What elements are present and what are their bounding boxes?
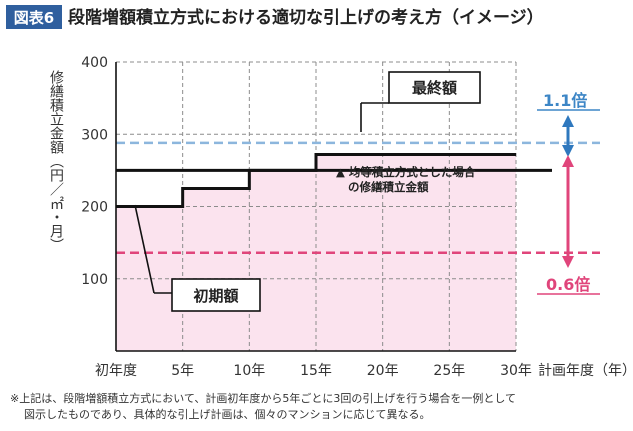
x-tick-label: 10年 bbox=[233, 363, 265, 379]
final-amount-box bbox=[388, 71, 481, 104]
equal-method-annotation-line1: ▲ 均等積立方式とした場合 bbox=[336, 165, 476, 179]
series-layer bbox=[116, 152, 552, 208]
y-tick-label: 400 bbox=[81, 55, 108, 71]
x-tick-label: 30年 bbox=[500, 363, 532, 379]
initial-amount-leader bbox=[134, 204, 155, 294]
x-tick-label: 初年度 bbox=[95, 362, 137, 379]
initial-amount-box bbox=[171, 278, 261, 312]
footnote-line1: ※上記は、段階増額積立方式において、計画初年度から5年ごとに3回の引上げを行う場… bbox=[10, 391, 516, 405]
tick-labels: 100 200 300 400 初年度 5年 10年 15年 20年 25年 30年 bbox=[81, 55, 532, 379]
y-tick-label: 200 bbox=[81, 200, 108, 216]
equal-method-annotation-line2: の修繕積立金額 bbox=[348, 180, 429, 194]
x-tick-label: 15年 bbox=[300, 363, 332, 379]
chart-title: 段階増額積立方式における適切な引上げの考え方（イメージ） bbox=[68, 7, 544, 28]
final-amount-label: 最終額 bbox=[412, 79, 457, 97]
figure-badge-background bbox=[6, 5, 62, 29]
initial-amount-label: 初期額 bbox=[193, 287, 238, 305]
y-tick-label: 100 bbox=[81, 272, 108, 288]
y-axis-label: 修繕積立金額（円／㎡・月） bbox=[48, 70, 64, 252]
x-tick-label: 25年 bbox=[433, 363, 465, 379]
step-increase-line bbox=[116, 152, 516, 208]
multiplier-label-low: 0.6倍 bbox=[546, 275, 590, 294]
x-axis-label: 計画年度（年） bbox=[538, 363, 633, 379]
multiplier-label-high: 1.1倍 bbox=[543, 91, 587, 110]
y-tick-label: 300 bbox=[81, 127, 108, 143]
footnote-line2: 図示したものであり、具体的な引上げ計画は、個々のマンションに応じて異なる。 bbox=[24, 407, 430, 421]
reference-lines bbox=[116, 141, 600, 254]
x-tick-label: 20年 bbox=[367, 363, 399, 379]
x-tick-label: 5年 bbox=[171, 363, 194, 379]
axis-layer bbox=[115, 62, 516, 352]
figure-badge: 図表6 bbox=[14, 9, 54, 27]
